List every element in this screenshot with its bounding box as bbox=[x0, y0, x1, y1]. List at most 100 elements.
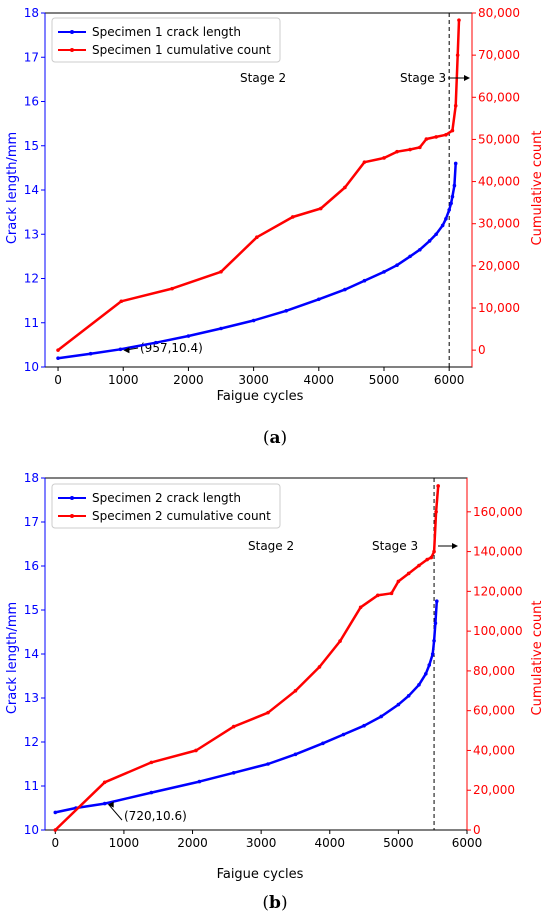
legend: Specimen 2 crack length Specimen 2 cumul… bbox=[51, 483, 281, 529]
y-right-tick-label: 40,000 bbox=[478, 175, 520, 189]
annotation-stage2: Stage 2 bbox=[240, 71, 286, 85]
y-left-tick-label: 14 bbox=[24, 183, 39, 197]
data-point bbox=[406, 694, 411, 698]
data-point bbox=[455, 53, 460, 57]
data-point bbox=[434, 510, 438, 514]
data-point bbox=[434, 135, 438, 139]
axes-frame bbox=[44, 12, 473, 368]
legend-label-count: Specimen 1 cumulative count bbox=[92, 43, 271, 57]
data-point bbox=[395, 149, 399, 154]
data-point bbox=[433, 621, 438, 625]
data-point bbox=[88, 351, 93, 356]
annotation-stage2: Stage 2 bbox=[248, 539, 294, 553]
data-point bbox=[154, 340, 158, 345]
x-tick-label: 6000 bbox=[452, 836, 483, 850]
x-tick-label: 3000 bbox=[238, 373, 269, 387]
data-point bbox=[321, 741, 325, 746]
ylabel-left: Crack length/mm bbox=[5, 602, 20, 714]
data-point bbox=[436, 484, 440, 488]
data-point bbox=[317, 297, 321, 302]
data-point bbox=[318, 206, 323, 211]
data-point bbox=[56, 348, 60, 352]
data-point bbox=[425, 557, 430, 562]
annotation-arrow bbox=[108, 804, 123, 821]
arrow-head bbox=[452, 543, 458, 549]
ylabel-left: Crack length/mm bbox=[5, 132, 20, 244]
series-line-crack-length bbox=[57, 163, 457, 360]
data-point bbox=[452, 183, 457, 188]
y-right-tick-label: 20,000 bbox=[473, 783, 515, 797]
data-point bbox=[343, 185, 347, 190]
data-point bbox=[427, 239, 432, 243]
y-right-tick-label: 120,000 bbox=[473, 584, 523, 598]
data-point bbox=[293, 688, 298, 693]
data-point bbox=[102, 801, 107, 806]
series-line-cumulative-count bbox=[57, 20, 461, 352]
series-line-crack-length bbox=[55, 601, 439, 814]
y-right-tick-label: 60,000 bbox=[473, 704, 515, 718]
data-point bbox=[362, 160, 367, 164]
y-left-tick-label: 16 bbox=[24, 559, 39, 573]
data-point bbox=[362, 723, 366, 728]
data-point bbox=[450, 128, 455, 133]
legend-label-crack: Specimen 2 crack length bbox=[92, 491, 241, 505]
x-tick-label: 4000 bbox=[304, 373, 335, 387]
y-left-tick-label: 11 bbox=[24, 779, 39, 793]
x-tick-label: 4000 bbox=[314, 836, 345, 850]
data-point bbox=[231, 771, 236, 775]
data-point bbox=[418, 145, 422, 150]
data-point bbox=[149, 760, 154, 765]
y-left-tick-label: 10 bbox=[24, 823, 39, 837]
y-right-tick-label: 60,000 bbox=[478, 90, 520, 104]
data-point bbox=[396, 579, 401, 584]
y-left-tick-label: 17 bbox=[24, 515, 39, 529]
y-right-tick-label: 30,000 bbox=[478, 217, 520, 231]
data-point bbox=[453, 161, 458, 166]
data-point bbox=[434, 232, 438, 237]
data-point bbox=[194, 748, 198, 753]
y-right-tick-label: 0 bbox=[473, 823, 481, 837]
data-point bbox=[444, 132, 448, 137]
data-point bbox=[417, 683, 421, 687]
y-left-tick-label: 14 bbox=[24, 647, 39, 661]
legend: Specimen 1 crack length Specimen 1 cumul… bbox=[51, 17, 281, 63]
annotation-point: (957,10.4) bbox=[140, 341, 203, 355]
data-point bbox=[424, 672, 428, 676]
data-point bbox=[266, 762, 270, 766]
legend-label-count: Specimen 2 cumulative count bbox=[92, 509, 271, 523]
plot-area: 0 1000 2000 3000 4000 5000 6000 10 11 12 13 14 15 16 1… bbox=[24, 471, 523, 850]
arrow-head bbox=[464, 75, 470, 81]
legend-label-crack: Specimen 1 crack length bbox=[92, 25, 241, 39]
data-point bbox=[450, 194, 455, 199]
data-point bbox=[197, 779, 202, 784]
data-point bbox=[251, 318, 256, 323]
data-point bbox=[424, 137, 429, 141]
x-tick-label: 1000 bbox=[109, 836, 140, 850]
data-point bbox=[406, 571, 411, 576]
chart-a: Crack length/mm Cumulative count Faigue … bbox=[5, 6, 545, 404]
caption-a: (a) bbox=[262, 428, 288, 448]
data-point bbox=[170, 286, 174, 291]
data-point bbox=[432, 549, 436, 554]
data-point bbox=[432, 639, 436, 643]
data-point bbox=[444, 216, 448, 221]
data-point bbox=[317, 665, 322, 669]
chart-b: Crack length/mm Cumulative count Faigue … bbox=[5, 471, 545, 882]
data-point bbox=[375, 593, 380, 598]
y-left-tick-label: 12 bbox=[24, 735, 39, 749]
caption-b-label: b bbox=[269, 893, 281, 913]
x-tick-label: 3000 bbox=[246, 836, 277, 850]
data-point bbox=[449, 201, 453, 206]
data-point bbox=[53, 810, 58, 815]
data-point bbox=[266, 710, 270, 715]
x-tick-label: 0 bbox=[54, 373, 62, 387]
data-point bbox=[457, 18, 461, 22]
y-left-tick-label: 13 bbox=[24, 227, 39, 241]
data-point bbox=[440, 223, 445, 228]
annotation-point: (720,10.6) bbox=[124, 809, 187, 823]
y-right-tick-label: 10,000 bbox=[478, 301, 520, 315]
data-point bbox=[338, 639, 342, 643]
x-tick-label: 2000 bbox=[177, 836, 208, 850]
x-tick-label: 1000 bbox=[108, 373, 139, 387]
data-point bbox=[231, 724, 236, 729]
